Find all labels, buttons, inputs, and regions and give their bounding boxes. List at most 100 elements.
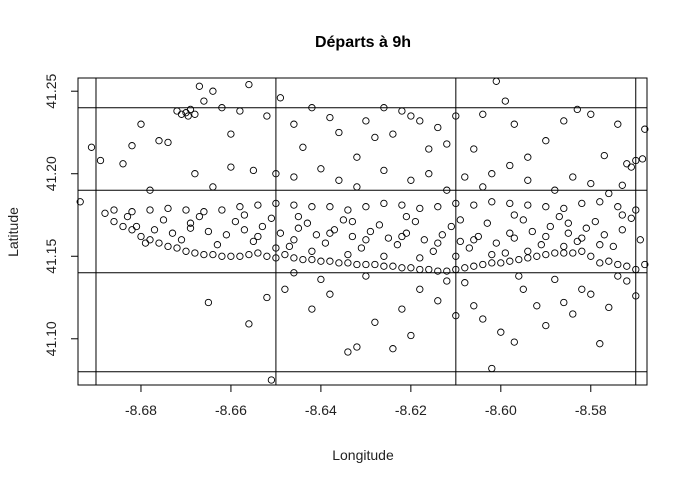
data-point xyxy=(447,222,455,231)
data-point xyxy=(128,142,136,150)
data-point xyxy=(456,216,464,224)
data-point xyxy=(578,234,586,242)
data-point xyxy=(425,145,433,153)
data-point xyxy=(380,199,388,208)
data-point xyxy=(353,343,361,351)
data-point xyxy=(605,189,613,198)
data-point xyxy=(623,277,631,285)
data-point xyxy=(488,198,496,206)
data-point xyxy=(564,229,572,237)
data-point xyxy=(416,265,424,274)
data-point xyxy=(402,212,411,221)
data-point xyxy=(398,232,406,241)
data-point xyxy=(164,242,172,251)
data-point xyxy=(371,318,379,326)
data-point xyxy=(335,176,343,184)
data-point xyxy=(263,252,271,260)
data-point xyxy=(303,219,312,227)
y-tick-label: 41.25 xyxy=(43,73,59,108)
data-point xyxy=(452,199,460,208)
data-point xyxy=(425,265,433,274)
data-point xyxy=(465,244,473,252)
data-point xyxy=(227,163,235,171)
data-point xyxy=(276,94,285,102)
data-point xyxy=(344,250,352,259)
data-point xyxy=(326,229,334,237)
data-point xyxy=(407,331,415,340)
data-point xyxy=(524,201,532,209)
data-point xyxy=(596,259,604,267)
data-point xyxy=(569,173,577,181)
data-point xyxy=(555,212,563,221)
data-point xyxy=(119,222,127,231)
data-point xyxy=(618,226,626,234)
data-point xyxy=(150,226,159,234)
data-point xyxy=(87,143,96,151)
data-point xyxy=(452,265,460,274)
data-point xyxy=(366,227,375,236)
x-axis-label: Longitude xyxy=(332,447,394,463)
data-point xyxy=(618,211,626,219)
data-point xyxy=(231,217,240,226)
data-point xyxy=(240,211,249,219)
data-point xyxy=(506,199,514,208)
data-point xyxy=(141,239,150,247)
data-point xyxy=(184,112,192,120)
data-point xyxy=(578,285,586,293)
data-point xyxy=(380,262,388,270)
data-point xyxy=(443,186,451,194)
data-point xyxy=(218,252,226,260)
data-point xyxy=(285,242,294,251)
data-point xyxy=(177,110,186,118)
data-point xyxy=(501,97,509,105)
data-point xyxy=(344,348,352,356)
data-point xyxy=(240,226,249,234)
data-point xyxy=(182,247,190,255)
data-point xyxy=(348,217,357,226)
data-point xyxy=(294,212,303,221)
data-point xyxy=(258,222,267,231)
data-point xyxy=(492,77,500,85)
data-point xyxy=(551,249,559,257)
data-point xyxy=(299,143,307,151)
data-point xyxy=(123,212,132,221)
data-point xyxy=(420,236,428,244)
y-tick-label: 41.15 xyxy=(43,239,59,274)
data-point xyxy=(402,229,411,237)
data-point xyxy=(560,298,568,307)
data-point xyxy=(510,211,518,219)
data-point xyxy=(326,290,334,298)
data-point xyxy=(204,298,213,307)
data-point xyxy=(254,201,262,209)
data-point xyxy=(605,257,613,265)
data-point xyxy=(173,244,181,252)
data-point xyxy=(110,206,118,214)
data-point xyxy=(236,107,244,115)
data-point xyxy=(308,104,316,112)
data-point xyxy=(155,239,163,247)
data-point xyxy=(375,221,384,229)
data-point xyxy=(173,107,181,115)
data-point xyxy=(506,229,514,237)
data-point xyxy=(533,302,541,310)
data-point xyxy=(191,110,199,118)
data-point xyxy=(443,140,451,148)
data-point xyxy=(560,249,568,257)
data-point xyxy=(209,87,217,95)
data-point xyxy=(542,232,550,241)
data-point xyxy=(254,232,262,241)
data-point xyxy=(200,208,208,216)
y-axis: 41.10 41.15 41.20 41.25 xyxy=(43,73,78,356)
data-point xyxy=(479,183,487,191)
data-point xyxy=(195,212,204,221)
data-point xyxy=(434,123,442,132)
data-point xyxy=(564,219,572,227)
data-point xyxy=(452,252,460,260)
data-point xyxy=(155,137,163,145)
data-point xyxy=(263,112,271,120)
data-point xyxy=(218,104,226,112)
data-point xyxy=(434,297,442,305)
data-point xyxy=(137,232,145,241)
data-point xyxy=(389,262,397,270)
x-tick-label: -8.58 xyxy=(575,402,607,418)
